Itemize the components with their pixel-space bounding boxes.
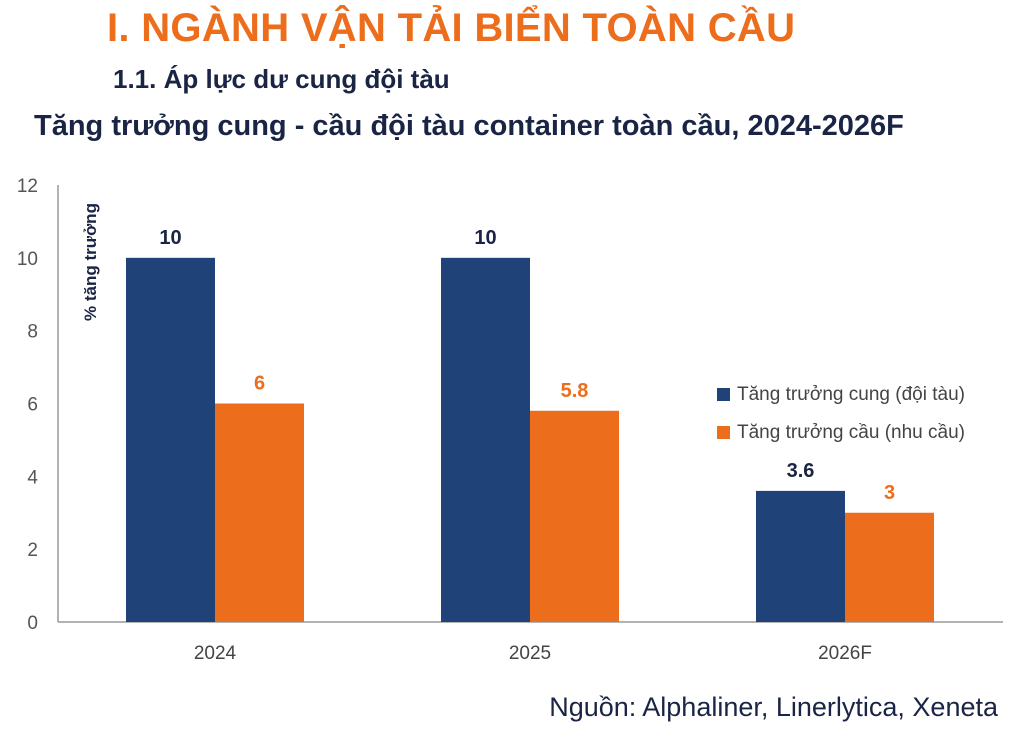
y-tick-label: 10 bbox=[17, 249, 38, 270]
x-tick-label: 2026F bbox=[818, 643, 872, 664]
bar-demand bbox=[530, 410, 619, 622]
legend-swatch bbox=[717, 388, 730, 401]
data-label: 3.6 bbox=[787, 460, 815, 482]
x-tick-label: 2024 bbox=[194, 643, 237, 664]
bar-supply bbox=[441, 257, 530, 622]
legend-swatch bbox=[717, 426, 730, 439]
data-label: 5.8 bbox=[561, 380, 589, 402]
x-tick-label: 2025 bbox=[509, 643, 551, 664]
data-label: 6 bbox=[254, 373, 265, 395]
chart-title: Tăng trưởng cung - cầu đội tàu container… bbox=[34, 110, 904, 142]
y-tick-label: 2 bbox=[27, 540, 38, 561]
y-tick-label: 4 bbox=[27, 467, 38, 488]
y-tick-label: 6 bbox=[27, 395, 38, 416]
bar-demand bbox=[845, 512, 934, 622]
source-note: Nguồn: Alphaliner, Linerlytica, Xeneta bbox=[549, 692, 998, 722]
y-tick-label: 8 bbox=[27, 322, 38, 343]
bar-supply bbox=[126, 257, 215, 622]
data-label: 3 bbox=[884, 482, 895, 504]
y-axis-label: % tăng trưởng bbox=[81, 203, 100, 321]
bar-supply bbox=[756, 490, 845, 622]
data-label: 10 bbox=[474, 227, 496, 249]
sub-title: 1.1. Áp lực dư cung đội tàu bbox=[113, 64, 450, 94]
data-label: 10 bbox=[159, 227, 181, 249]
legend-label: Tăng trưởng cung (đội tàu) bbox=[737, 384, 965, 405]
y-tick-label: 0 bbox=[27, 613, 38, 634]
legend-label: Tăng trưởng cầu (nhu cầu) bbox=[737, 422, 965, 443]
section-title: I. NGÀNH VẬN TẢI BIỂN TOÀN CẦU bbox=[107, 6, 796, 50]
y-tick-label: 12 bbox=[17, 176, 38, 197]
bar-demand bbox=[215, 403, 304, 622]
